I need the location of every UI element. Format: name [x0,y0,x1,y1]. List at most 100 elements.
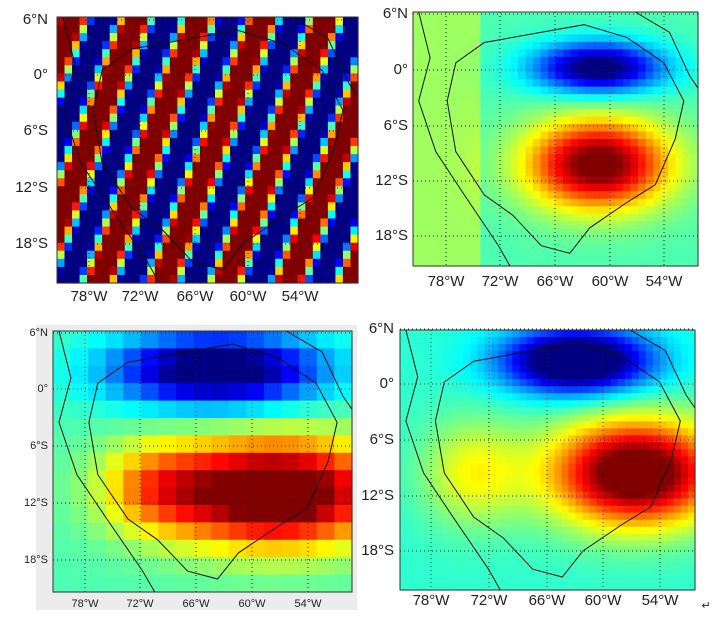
map-cell [518,183,527,192]
map-cell [484,477,492,486]
map-cell [660,139,669,148]
map-cell [563,176,572,185]
map-cell [442,344,450,352]
map-cell [94,73,103,83]
map-cell [420,236,429,245]
map-cell [589,540,598,549]
map-cell [600,49,609,58]
map-cell [491,470,499,479]
map-cell [57,129,66,139]
map-cell [561,575,570,584]
map-cell [608,79,617,88]
map-cell [600,236,609,245]
map-cell [414,582,422,591]
map-cell [184,65,194,75]
map-cell [603,421,612,429]
map-cell [177,202,186,212]
map-cell [443,258,452,267]
map-cell [525,94,534,103]
map-cell [132,162,141,171]
map-cell [653,79,662,88]
map-cell [631,386,640,394]
map-cell [435,470,443,479]
map-cell [631,505,640,514]
map-cell [275,258,284,268]
map-cell [555,34,564,43]
map-cell [456,470,464,479]
map-cell [237,186,246,195]
map-cell [102,129,111,139]
map-cell [414,463,422,472]
map-cell [660,191,669,200]
map-cell [495,221,504,230]
map-cell [184,234,194,244]
map-cell [275,186,284,195]
map-cell [147,97,156,107]
map-cell [435,519,443,528]
map-cell [480,258,489,267]
map-cell [245,17,254,26]
map-cell [456,533,464,542]
map-cell [484,540,492,549]
map-cell [638,554,647,563]
map-cell [207,242,216,252]
map-cell [465,101,474,110]
map-cell [510,198,519,207]
map-cell [458,161,467,170]
map-cell [465,228,474,237]
map-cell [615,131,624,140]
map-cell [470,477,478,486]
map-cell [673,379,682,387]
map-cell [57,33,66,42]
map-cell [652,365,661,373]
map-cell [512,456,520,465]
map-cell [610,358,619,366]
map-cell [162,105,171,115]
map-cell [687,435,696,444]
map-panel: 6°N0°6°S12°S18°S78°W 72°W 66°W 60°W 54°W [361,320,696,609]
map-cell [57,250,66,260]
map-cell [246,400,265,419]
map-cell [327,121,337,131]
map-cell [64,81,73,91]
map-cell [589,491,598,500]
map-cell [484,435,492,444]
map-cell [282,57,291,66]
map-cell [237,97,246,107]
map-cell [117,170,126,179]
map-cell [683,109,692,118]
map-cell [593,86,602,95]
map-cell [675,228,684,237]
map-cell [435,243,444,252]
map-cell [70,435,89,454]
map-cell [449,498,457,507]
map-cell [568,393,577,401]
map-cell [510,146,519,155]
map-cell [102,89,111,99]
map-cell [184,81,194,91]
map-cell [290,41,299,50]
map-cell [505,407,513,415]
map-cell [555,94,564,103]
map-cell [473,79,482,88]
map-cell [470,351,478,359]
map-cell [645,568,654,577]
map-cell [102,202,111,212]
map-cell [653,236,662,245]
map-cell [505,379,513,387]
map-cell [473,183,482,192]
map-cell [608,236,617,245]
map-cell [414,407,422,415]
map-cell [177,258,186,268]
map-cell [623,64,632,73]
map-cell [282,250,291,260]
map-cell [603,547,612,556]
map-cell [533,251,542,260]
map-cell [617,449,626,458]
map-cell [495,153,504,163]
map-cell [252,113,261,123]
map-cell [563,109,572,118]
map-cell [428,116,437,125]
map-cell [470,582,478,591]
map-cell [245,33,254,42]
